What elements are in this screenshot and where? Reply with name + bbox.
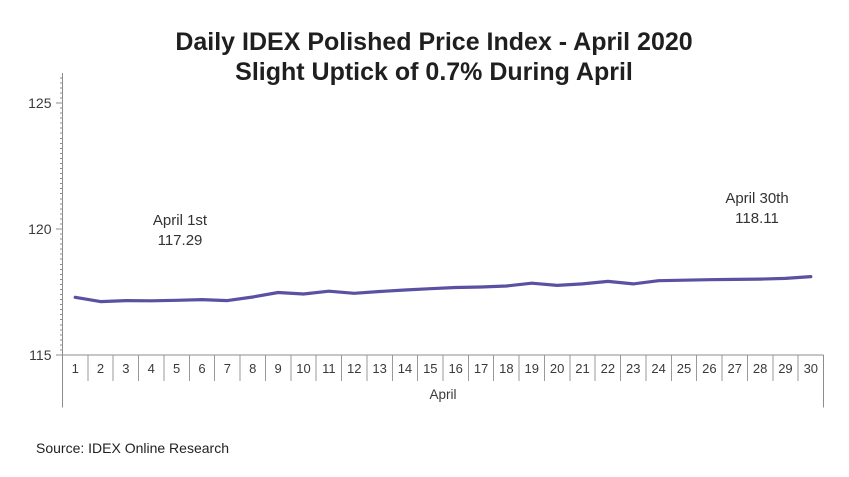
y-axis: 115 120 125 <box>28 73 63 363</box>
x-axis-day-label: 28 <box>753 361 767 376</box>
annotation-april-30-label: April 30th <box>725 190 789 207</box>
x-axis-day-label: 7 <box>224 361 231 376</box>
source-note: Source: IDEX Online Research <box>36 440 229 456</box>
x-axis-day-label: 25 <box>677 361 691 376</box>
y-axis-tick-label: 120 <box>28 221 52 237</box>
x-axis-day-label: 30 <box>804 361 818 376</box>
x-axis-day-label: 6 <box>198 361 205 376</box>
x-axis-day-label: 3 <box>122 361 129 376</box>
x-axis-day-label: 17 <box>474 361 488 376</box>
annotation-april-30: April 30th 118.11 <box>677 189 837 229</box>
annotation-april-1-value: 117.29 <box>157 232 203 249</box>
chart-title-line2: Slight Uptick of 0.7% During April <box>235 58 633 86</box>
x-axis-day-label: 1 <box>72 361 79 376</box>
x-axis-day-label: 12 <box>347 361 361 376</box>
annotation-april-1: April 1st 117.29 <box>100 211 260 251</box>
x-axis-day-label: 8 <box>249 361 256 376</box>
y-axis-tick-label: 115 <box>29 347 52 363</box>
x-axis-day-label: 14 <box>398 361 412 376</box>
x-axis-month-label: April <box>429 387 456 402</box>
x-axis: 1 2 3 4 5 6 7 8 9 10 11 12 13 14 15 16 17 18 19 20 21 22 23 24 2… <box>56 354 824 408</box>
x-axis-day-label: 13 <box>372 361 386 376</box>
x-axis-day-label: 2 <box>97 361 104 376</box>
chart-title-line1: Daily IDEX Polished Price Index - April … <box>175 28 693 56</box>
x-axis-day-label: 9 <box>274 361 281 376</box>
x-axis-day-label: 29 <box>778 361 792 376</box>
x-axis-day-label: 19 <box>525 361 539 376</box>
x-axis-day-label: 16 <box>448 361 462 376</box>
x-axis-day-label: 24 <box>651 361 665 376</box>
x-axis-day-label: 11 <box>322 361 336 376</box>
x-axis-day-label: 21 <box>575 361 589 376</box>
y-axis-tick-label: 125 <box>28 95 52 111</box>
x-axis-day-label: 10 <box>296 361 310 376</box>
x-axis-day-label: 26 <box>702 361 716 376</box>
x-axis-day-label: 4 <box>148 361 155 376</box>
annotation-april-1-label: April 1st <box>152 212 208 229</box>
x-axis-day-label: 15 <box>423 361 437 376</box>
x-axis-day-label: 23 <box>626 361 640 376</box>
x-axis-day-label: 18 <box>499 361 513 376</box>
chart-title: Daily IDEX Polished Price Index - April … <box>19 27 849 87</box>
x-axis-day-label: 20 <box>550 361 564 376</box>
price-line <box>73 275 813 304</box>
x-axis-day-label: 27 <box>727 361 741 376</box>
x-axis-day-label: 22 <box>601 361 615 376</box>
x-axis-day-label: 5 <box>173 361 180 376</box>
annotation-april-30-value: 118.11 <box>735 210 779 227</box>
price-line-series <box>73 275 813 304</box>
